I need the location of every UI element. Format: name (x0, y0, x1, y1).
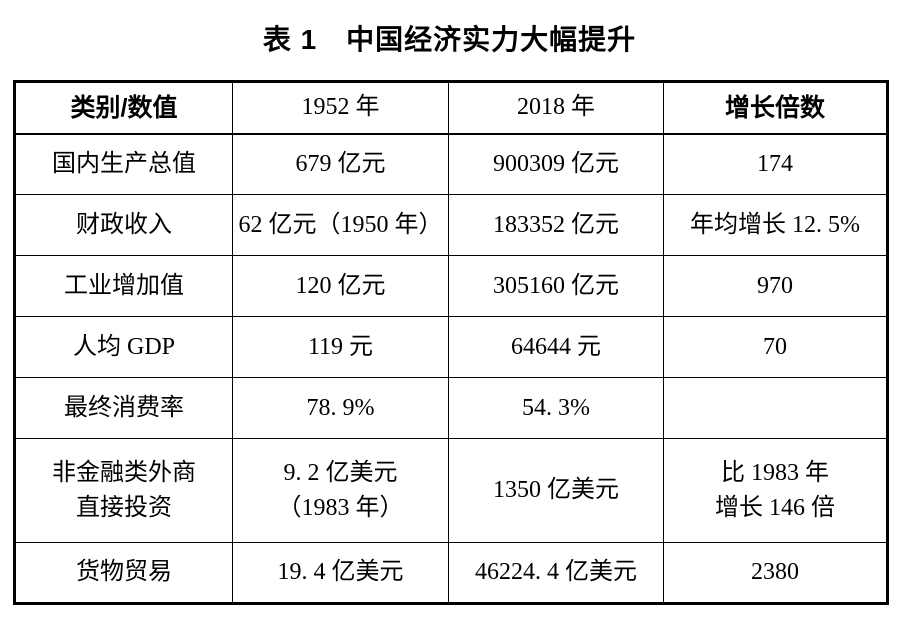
column-header-2018: 2018 年 (448, 81, 664, 135)
table-row: 非金融类外商 直接投资 9. 2 亿美元 （1983 年） 1350 亿美元 比… (14, 438, 888, 543)
table-row: 工业增加值 120 亿元 305160 亿元 970 (14, 255, 888, 317)
cell-growth: 70 (663, 316, 888, 378)
cell-growth: 2380 (663, 542, 888, 604)
cell-2018: 900309 亿元 (448, 133, 664, 195)
table-caption: 表 1 中国经济实力大幅提升 (262, 24, 637, 55)
column-header-category: 类别/数值 (14, 81, 233, 135)
table-row: 国内生产总值 679 亿元 900309 亿元 174 (14, 133, 888, 195)
cell-category: 财政收入 (14, 194, 233, 256)
cell-1952: 78. 9% (232, 377, 449, 439)
table-row: 人均 GDP 119 元 64644 元 70 (14, 316, 888, 378)
cell-1952: 679 亿元 (232, 133, 449, 195)
table-row: 最终消费率 78. 9% 54. 3% (14, 377, 888, 439)
economy-table: 类别/数值 1952 年 2018 年 增长倍数 国内生产总值 679 亿元 9… (13, 80, 889, 605)
column-header-growth: 增长倍数 (663, 81, 888, 135)
cell-2018: 1350 亿美元 (448, 438, 664, 543)
cell-category: 非金融类外商 直接投资 (14, 438, 233, 543)
cell-2018: 46224. 4 亿美元 (448, 542, 664, 604)
cell-2018: 305160 亿元 (448, 255, 664, 317)
table-row: 类别/数值 1952 年 2018 年 增长倍数 (14, 81, 888, 135)
cell-growth: 970 (663, 255, 888, 317)
cell-growth (663, 377, 888, 439)
cell-growth: 比 1983 年 增长 146 倍 (663, 438, 888, 543)
cell-category: 人均 GDP (14, 316, 233, 378)
table-body: 国内生产总值 679 亿元 900309 亿元 174 财政收入 62 亿元（1… (14, 133, 888, 604)
table-row: 财政收入 62 亿元（1950 年） 183352 亿元 年均增长 12. 5% (14, 194, 888, 256)
cell-1952: 9. 2 亿美元 （1983 年） (232, 438, 449, 543)
column-header-1952: 1952 年 (232, 81, 449, 135)
table-row: 货物贸易 19. 4 亿美元 46224. 4 亿美元 2380 (14, 542, 888, 604)
cell-growth: 174 (663, 133, 888, 195)
cell-category: 工业增加值 (14, 255, 233, 317)
table-header-row: 类别/数值 1952 年 2018 年 增长倍数 (14, 81, 888, 135)
cell-category: 国内生产总值 (14, 133, 233, 195)
cell-2018: 183352 亿元 (448, 194, 664, 256)
cell-1952: 119 元 (232, 316, 449, 378)
cell-2018: 64644 元 (448, 316, 664, 378)
cell-category: 最终消费率 (14, 377, 233, 439)
cell-2018: 54. 3% (448, 377, 664, 439)
cell-1952: 19. 4 亿美元 (232, 542, 449, 604)
cell-1952: 120 亿元 (232, 255, 449, 317)
cell-1952: 62 亿元（1950 年） (232, 194, 449, 256)
cell-growth: 年均增长 12. 5% (663, 194, 888, 256)
cell-category: 货物贸易 (14, 542, 233, 604)
